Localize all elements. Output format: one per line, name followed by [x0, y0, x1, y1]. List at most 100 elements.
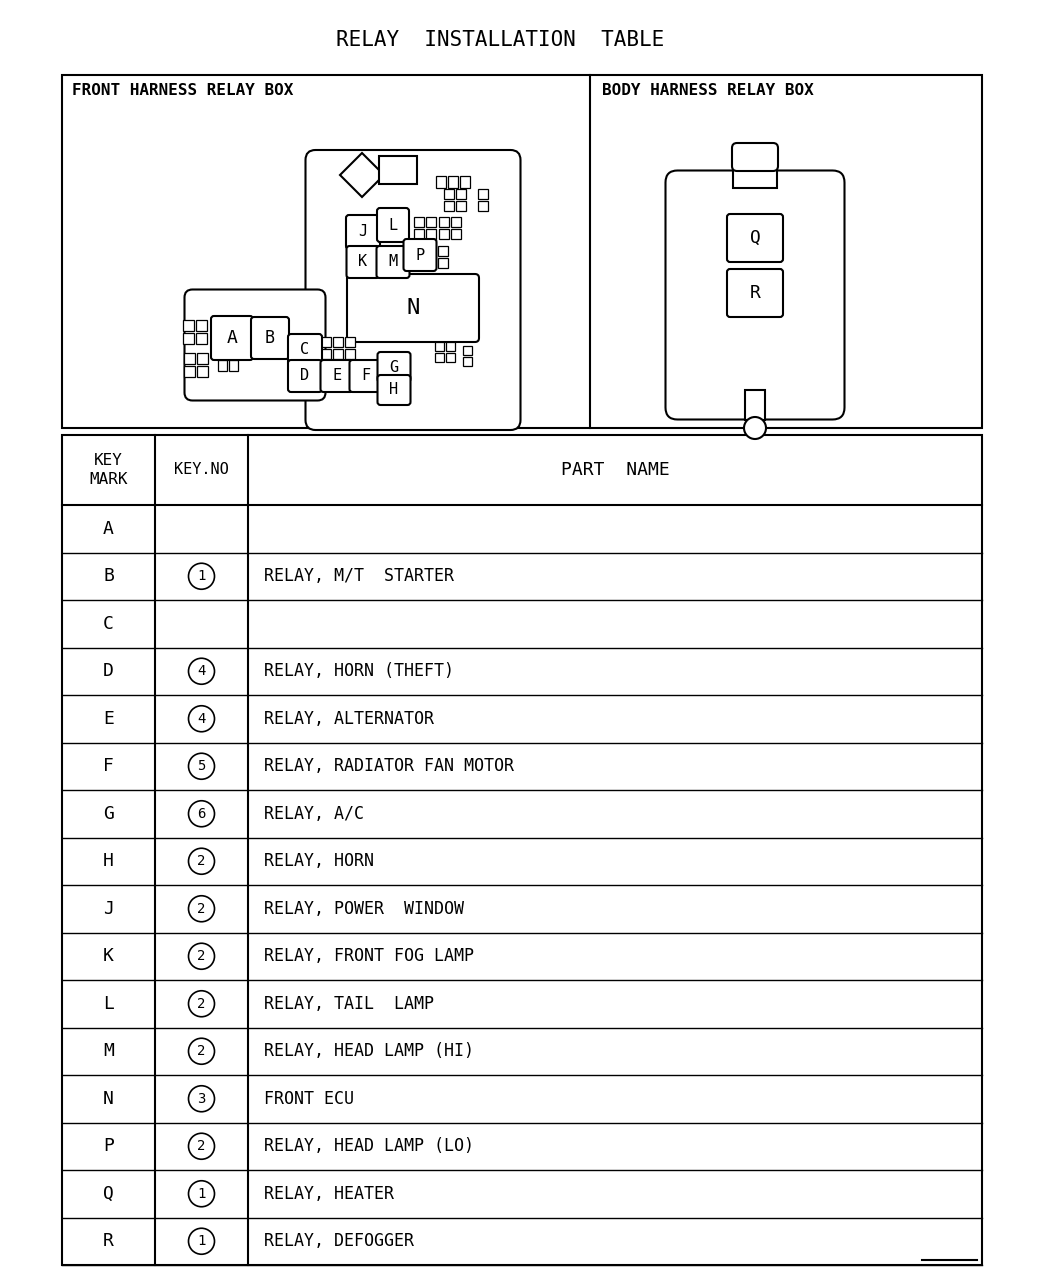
Text: 2: 2	[197, 902, 206, 916]
Bar	[435, 342, 444, 351]
Text: A: A	[227, 329, 237, 347]
Text: RELAY, RADIATOR FAN MOTOR: RELAY, RADIATOR FAN MOTOR	[264, 757, 514, 775]
Bar	[478, 200, 488, 211]
Bar	[462, 358, 471, 366]
Text: 2: 2	[197, 997, 206, 1011]
Text: P: P	[416, 248, 424, 263]
Text: J: J	[358, 225, 367, 240]
Circle shape	[189, 1181, 214, 1207]
Bar	[438, 258, 448, 268]
Text: G: G	[103, 805, 114, 822]
Bar	[460, 176, 470, 188]
Bar	[183, 333, 194, 344]
Text: RELAY, TAIL  LAMP: RELAY, TAIL LAMP	[264, 995, 434, 1013]
Circle shape	[189, 848, 214, 875]
FancyBboxPatch shape	[732, 143, 778, 171]
FancyBboxPatch shape	[320, 360, 354, 392]
Text: D: D	[300, 369, 310, 383]
Bar	[452, 217, 461, 227]
Circle shape	[189, 706, 214, 732]
Text: C: C	[300, 342, 310, 358]
Text: RELAY  INSTALLATION  TABLE: RELAY INSTALLATION TABLE	[336, 29, 664, 50]
Polygon shape	[340, 153, 384, 197]
Bar	[197, 366, 208, 377]
Bar	[435, 352, 444, 361]
Text: PART  NAME: PART NAME	[561, 461, 670, 479]
Text: 2: 2	[197, 1139, 206, 1153]
Text: 2: 2	[197, 854, 206, 868]
Bar	[229, 360, 238, 370]
Text: 1: 1	[197, 1186, 206, 1200]
Text: RELAY, A/C: RELAY, A/C	[264, 805, 364, 822]
Circle shape	[189, 563, 214, 589]
Text: RELAY, POWER  WINDOW: RELAY, POWER WINDOW	[264, 900, 464, 918]
Text: KEY.NO: KEY.NO	[174, 462, 229, 478]
Text: E: E	[333, 369, 341, 383]
Bar	[414, 229, 424, 239]
Bar	[321, 349, 331, 359]
Bar	[321, 337, 331, 347]
Text: G: G	[390, 360, 399, 374]
Text: 4: 4	[197, 664, 206, 678]
Text: RELAY, HEAD LAMP (HI): RELAY, HEAD LAMP (HI)	[264, 1042, 474, 1060]
Text: J: J	[103, 900, 114, 918]
Text: B: B	[103, 567, 114, 585]
Circle shape	[189, 753, 214, 779]
Text: RELAY, HORN: RELAY, HORN	[264, 852, 374, 870]
Text: H: H	[103, 852, 114, 870]
Bar	[446, 342, 455, 351]
Bar	[62, 435, 982, 1266]
FancyBboxPatch shape	[211, 315, 253, 360]
FancyBboxPatch shape	[403, 239, 437, 271]
Text: Q: Q	[103, 1185, 114, 1203]
Text: P: P	[103, 1138, 114, 1156]
Bar	[196, 321, 207, 331]
Text: 1: 1	[197, 1235, 206, 1248]
FancyBboxPatch shape	[288, 335, 322, 366]
Bar	[218, 360, 227, 370]
Text: R: R	[750, 283, 760, 301]
Circle shape	[189, 1038, 214, 1064]
FancyBboxPatch shape	[350, 360, 382, 392]
Text: RELAY, DEFOGGER: RELAY, DEFOGGER	[264, 1232, 414, 1250]
Text: H: H	[390, 383, 399, 397]
Bar	[426, 217, 436, 227]
FancyBboxPatch shape	[346, 246, 379, 278]
Bar	[462, 346, 471, 355]
Text: M: M	[388, 254, 398, 269]
FancyBboxPatch shape	[378, 375, 411, 405]
Text: RELAY, M/T  STARTER: RELAY, M/T STARTER	[264, 567, 454, 585]
Bar	[746, 389, 765, 420]
Text: N: N	[103, 1089, 114, 1107]
Circle shape	[189, 895, 214, 922]
Text: BODY HARNESS RELAY BOX: BODY HARNESS RELAY BOX	[602, 83, 814, 98]
Text: F: F	[361, 369, 371, 383]
Bar	[456, 189, 466, 199]
FancyBboxPatch shape	[185, 290, 326, 401]
Text: RELAY, HEATER: RELAY, HEATER	[264, 1185, 394, 1203]
Text: FRONT HARNESS RELAY BOX: FRONT HARNESS RELAY BOX	[72, 83, 293, 98]
Bar	[333, 349, 343, 359]
Bar	[345, 349, 355, 359]
Bar	[436, 176, 446, 188]
Bar	[333, 337, 343, 347]
Bar	[196, 333, 207, 344]
FancyBboxPatch shape	[727, 269, 783, 317]
Circle shape	[189, 801, 214, 826]
Text: D: D	[103, 663, 114, 681]
Circle shape	[189, 944, 214, 969]
Text: 5: 5	[197, 760, 206, 774]
FancyBboxPatch shape	[306, 149, 521, 430]
Bar	[733, 158, 777, 188]
FancyBboxPatch shape	[378, 352, 411, 382]
Bar	[448, 176, 458, 188]
Circle shape	[189, 1133, 214, 1160]
Text: K: K	[358, 254, 367, 269]
Bar	[197, 352, 208, 364]
Bar	[439, 229, 449, 239]
Bar	[379, 156, 417, 184]
Bar	[444, 200, 454, 211]
Text: K: K	[103, 948, 114, 965]
Text: KEY
MARK: KEY MARK	[89, 453, 128, 487]
Text: L: L	[388, 217, 398, 232]
